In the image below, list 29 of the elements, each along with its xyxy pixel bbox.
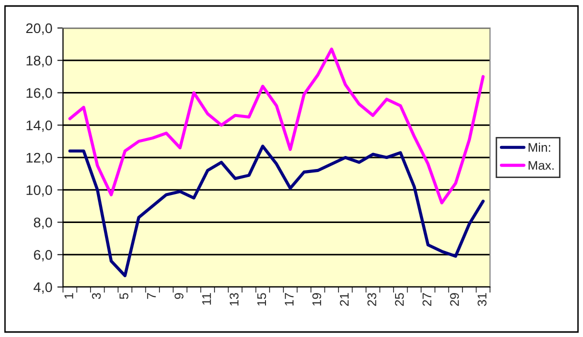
x-tick-label: 1 xyxy=(64,293,74,299)
line-series xyxy=(68,144,485,278)
x-tick-label: 9 xyxy=(174,293,184,299)
x-tick-label: 21 xyxy=(340,293,349,306)
x-tick-label: 23 xyxy=(367,293,376,306)
y-tick-label: 4,0 xyxy=(34,282,52,294)
x-tick-label: 29 xyxy=(450,293,459,306)
legend-label: Min: xyxy=(528,142,550,152)
x-tick-label: 15 xyxy=(257,293,266,306)
x-tick-label: 27 xyxy=(422,293,432,306)
x-tick-label: 17 xyxy=(284,293,294,306)
y-tick-label: 20,0 xyxy=(26,23,52,35)
y-tick-label: 14,0 xyxy=(26,120,52,132)
y-tick-label: 6,0 xyxy=(34,250,52,262)
x-tick-label: 25 xyxy=(394,293,404,306)
y-tick-label: 10,0 xyxy=(26,185,52,197)
y-tick-label: 12,0 xyxy=(26,152,52,164)
x-tick-label: 5 xyxy=(120,293,128,300)
y-tick-label: 16,0 xyxy=(26,88,52,100)
x-tick-label: 31 xyxy=(478,293,486,306)
x-tick-label: 3 xyxy=(92,293,101,300)
x-tick-label: 13 xyxy=(230,293,239,306)
y-tick-label: 8,0 xyxy=(34,218,52,230)
x-tick-label: 7 xyxy=(147,293,156,299)
legend-label: Max. xyxy=(528,161,554,170)
x-tick-label: 11 xyxy=(202,293,211,305)
line-series xyxy=(68,48,485,204)
y-tick-label: 18,0 xyxy=(26,56,52,68)
x-tick-label: 19 xyxy=(312,293,322,306)
